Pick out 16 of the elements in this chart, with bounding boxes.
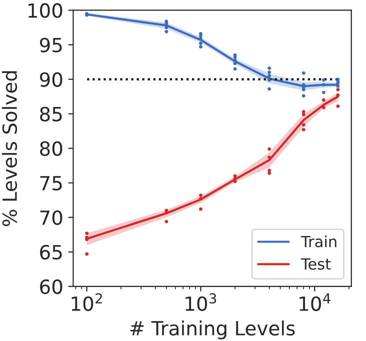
x-tick-label: 10$^{2}$: [72, 293, 102, 312]
y-tick-label: 75: [40, 176, 62, 191]
legend-label: Test: [300, 258, 331, 270]
y-axis-title: % Levels Solved: [2, 71, 18, 226]
y-tick-label: 60: [40, 279, 62, 294]
x-tick-label: 10$^{4}$: [300, 293, 330, 312]
y-tick-label: 100: [28, 3, 62, 18]
x-tick-label: 10$^{3}$: [186, 293, 216, 312]
y-tick-label: 85: [40, 106, 62, 122]
y-tick-label: 70: [40, 210, 62, 226]
legend-label: Train: [300, 235, 336, 248]
y-tick-label: 65: [40, 244, 62, 260]
y-tick-label: 80: [40, 141, 62, 156]
x-axis-title: # Training Levels: [130, 320, 295, 340]
y-tick-label: 90: [40, 72, 62, 87]
y-tick-label: 95: [40, 38, 62, 52]
